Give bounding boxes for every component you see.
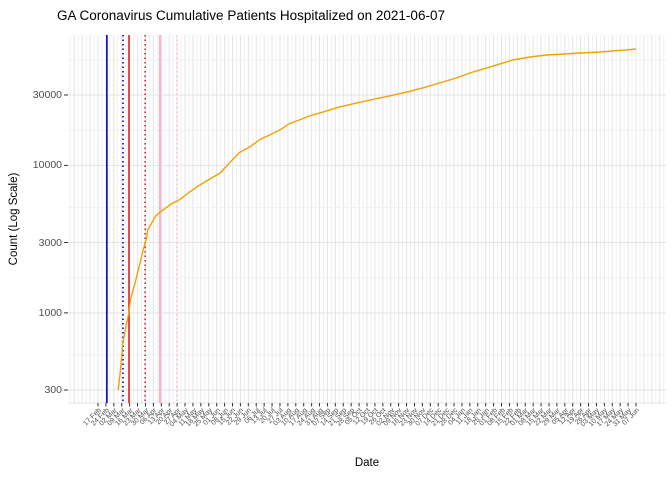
y-tick-label: 10000 — [32, 159, 62, 172]
y-tick-label: 30000 — [32, 89, 62, 101]
x-axis-title: Date — [354, 457, 380, 469]
y-tick-label: 1000 — [38, 306, 62, 319]
y-tick-label: 300 — [44, 384, 62, 396]
chart-title: GA Coronavirus Cumulative Patients Hospi… — [57, 8, 445, 23]
series-line-cumulative-hospitalized — [117, 48, 637, 391]
y-tick-label: 3000 — [38, 236, 62, 249]
